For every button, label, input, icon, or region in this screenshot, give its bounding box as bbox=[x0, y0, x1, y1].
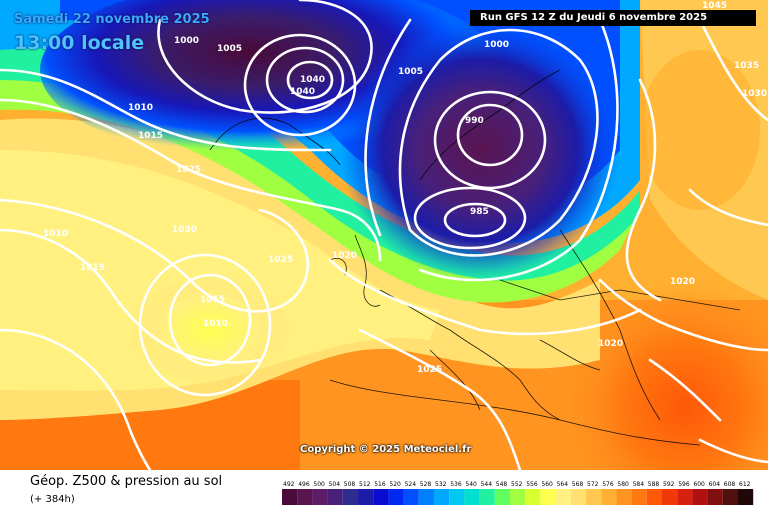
isobar-label: 1010 bbox=[43, 229, 68, 239]
isobar-label: 1045 bbox=[702, 1, 727, 11]
isobar-label: 1030 bbox=[742, 89, 767, 99]
legend-swatch bbox=[707, 489, 723, 505]
legend-tick-label: 576 bbox=[602, 481, 614, 488]
legend-swatch bbox=[601, 489, 617, 505]
synoptic-map: 1045 1000 1005 1035 1030 1040 1010 1015 … bbox=[0, 0, 768, 470]
legend-swatch bbox=[631, 489, 647, 505]
legend-tick-label: 544 bbox=[481, 481, 493, 488]
isobar-label: 1040 bbox=[290, 87, 315, 97]
legend-swatch bbox=[662, 489, 678, 505]
legend-tick-label: 520 bbox=[389, 481, 401, 488]
legend-swatch bbox=[494, 489, 510, 505]
isobar-label: 1025 bbox=[268, 255, 293, 265]
legend-swatch bbox=[616, 489, 632, 505]
legend-tick-label: 592 bbox=[663, 481, 675, 488]
legend-swatch bbox=[312, 489, 328, 505]
legend-tick-label: 512 bbox=[359, 481, 371, 488]
isobar-label: 1020 bbox=[670, 277, 695, 287]
legend-tick-label: 532 bbox=[435, 481, 447, 488]
legend-tick-label: 556 bbox=[526, 481, 538, 488]
isobar-label: 1015 bbox=[200, 295, 225, 305]
color-scale-legend: 492 496 500 504 508 512 516 520 524 528 532 536 540 5… bbox=[282, 481, 754, 505]
legend-tick-label: 496 bbox=[298, 481, 310, 488]
legend-swatch bbox=[434, 489, 450, 505]
forecast-local-time: 13:00 locale bbox=[14, 32, 145, 54]
isobar-label: 1005 bbox=[217, 44, 242, 54]
legend-tick-label: 508 bbox=[344, 481, 356, 488]
isobar-label: 1020 bbox=[332, 251, 357, 261]
legend-swatch bbox=[358, 489, 374, 505]
map-parameter-title: Géop. Z500 & pression au sol bbox=[30, 474, 223, 489]
legend-swatch bbox=[464, 489, 480, 505]
legend-swatch bbox=[373, 489, 389, 505]
legend-tick-label: 612 bbox=[739, 481, 751, 488]
legend-swatch bbox=[388, 489, 404, 505]
isobar-label: 1010 bbox=[203, 319, 228, 329]
legend-tick-label: 540 bbox=[465, 481, 477, 488]
legend-swatch bbox=[510, 489, 526, 505]
isobar-label: 1025 bbox=[176, 165, 201, 175]
forecast-lead-time: (+ 384h) bbox=[30, 494, 75, 505]
legend-tick-label: 528 bbox=[420, 481, 432, 488]
legend-tick-label: 560 bbox=[541, 481, 553, 488]
legend-tick-label: 524 bbox=[405, 481, 417, 488]
isobar-label: 1030 bbox=[172, 225, 197, 235]
isobar-label: 1015 bbox=[138, 131, 163, 141]
legend-tick-label: 564 bbox=[557, 481, 569, 488]
legend-tick-label: 500 bbox=[313, 481, 325, 488]
legend-tick-label: 600 bbox=[693, 481, 705, 488]
legend-tick-label: 584 bbox=[633, 481, 645, 488]
legend-swatch bbox=[692, 489, 708, 505]
isobar-label: 990 bbox=[465, 116, 484, 126]
legend-tick-label: 552 bbox=[511, 481, 523, 488]
isobar-label: 1040 bbox=[300, 75, 325, 85]
legend-swatch bbox=[342, 489, 358, 505]
legend-tick-label: 504 bbox=[329, 481, 341, 488]
legend-swatch bbox=[555, 489, 571, 505]
legend-tick-label: 492 bbox=[283, 481, 295, 488]
model-run-banner: Run GFS 12 Z du Jeudi 6 novembre 2025 bbox=[470, 10, 756, 26]
legend-tick-label: 596 bbox=[678, 481, 690, 488]
legend-swatch bbox=[282, 489, 298, 505]
isobar-label: 1005 bbox=[398, 67, 423, 77]
legend-tick-label: 588 bbox=[648, 481, 660, 488]
legend-swatch bbox=[403, 489, 419, 505]
legend-swatch bbox=[586, 489, 602, 505]
legend-swatch bbox=[297, 489, 313, 505]
legend-swatch bbox=[646, 489, 662, 505]
legend-tick-label: 536 bbox=[450, 481, 462, 488]
legend-tick-label: 516 bbox=[374, 481, 386, 488]
copyright-notice: Copyright © 2025 Meteociel.fr bbox=[300, 444, 472, 455]
forecast-date: Samedi 22 novembre 2025 bbox=[14, 12, 210, 27]
legend-tick-label: 604 bbox=[709, 481, 721, 488]
legend-tick-label: 568 bbox=[572, 481, 584, 488]
isobar-label: 1020 bbox=[598, 339, 623, 349]
isobar-label: 1015 bbox=[80, 263, 105, 273]
legend-swatch bbox=[449, 489, 465, 505]
legend-tick-label: 572 bbox=[587, 481, 599, 488]
isobar-label: 1000 bbox=[174, 36, 199, 46]
isobar-label: 1025 bbox=[417, 365, 442, 375]
legend-swatch bbox=[570, 489, 586, 505]
legend-tick-label: 548 bbox=[496, 481, 508, 488]
legend-swatch bbox=[540, 489, 556, 505]
legend-swatch bbox=[525, 489, 541, 505]
legend-swatch bbox=[738, 489, 754, 505]
legend-swatch bbox=[722, 489, 738, 505]
isobar-label: 985 bbox=[470, 207, 489, 217]
legend-tick-label: 608 bbox=[724, 481, 736, 488]
legend-swatch bbox=[479, 489, 495, 505]
isobar-label: 1035 bbox=[734, 61, 759, 71]
legend-tick-label: 580 bbox=[617, 481, 629, 488]
legend-swatch bbox=[327, 489, 343, 505]
legend-swatch bbox=[677, 489, 693, 505]
isobar-label: 1010 bbox=[128, 103, 153, 113]
legend-swatch bbox=[418, 489, 434, 505]
isobar-label: 1000 bbox=[484, 40, 509, 50]
